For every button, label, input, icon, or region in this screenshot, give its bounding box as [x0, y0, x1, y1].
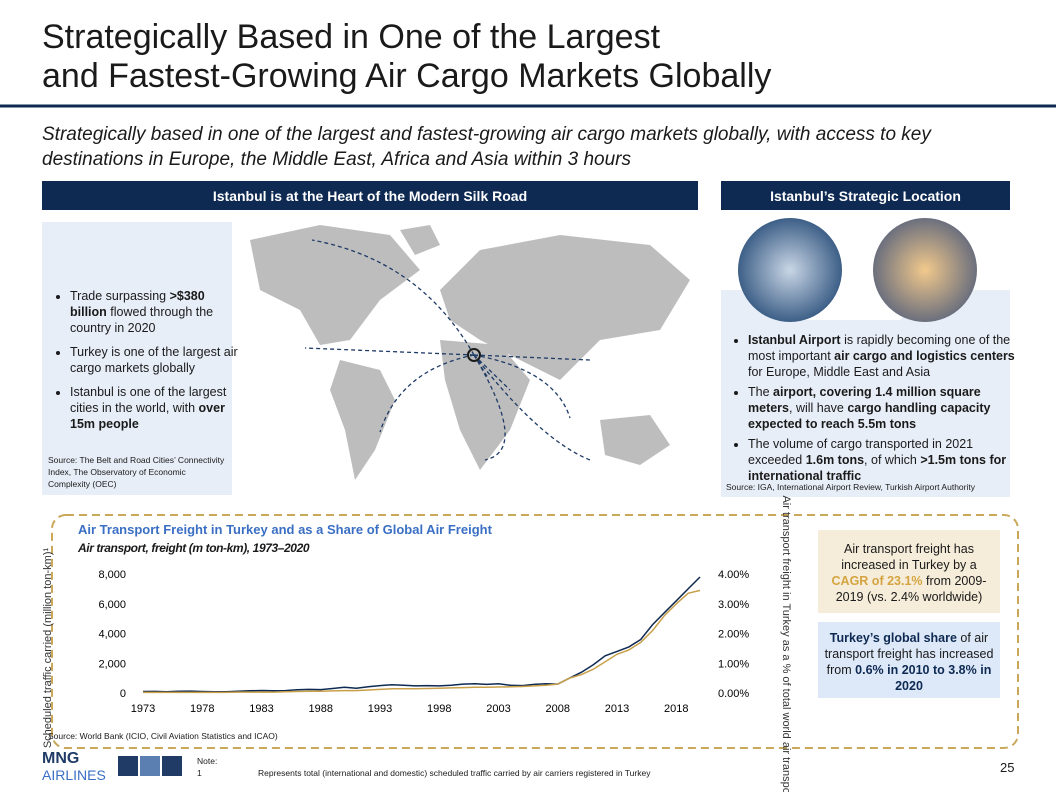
bullet: Istanbul is one of the largest cities in…	[70, 384, 242, 432]
bullet: The volume of cargo transported in 2021 …	[748, 436, 1020, 484]
text-run: over 15m people	[70, 401, 225, 431]
chart-frame	[51, 514, 1019, 749]
bullet: Turkey is one of the largest air cargo m…	[70, 344, 242, 376]
airport-photo	[873, 218, 977, 322]
y-tick-label: 0	[120, 688, 126, 700]
series-line	[142, 576, 701, 693]
bullet-list: Trade surpassing >$380 billion flowed th…	[52, 288, 242, 440]
y2-tick-label: 4.00%	[718, 569, 749, 581]
y2-tick-label: 1.00%	[718, 658, 749, 670]
y2-tick-label: 0.00%	[718, 688, 749, 700]
y2-tick-label: 3.00%	[718, 599, 749, 611]
bullet: Istanbul Airport is rapidly becoming one…	[748, 332, 1020, 380]
source: Source: IGA, International Airport Revie…	[726, 482, 975, 492]
text-run: flowed through the country in 2020	[70, 305, 214, 335]
text-run: of air transport freight has increased f…	[824, 631, 994, 677]
y-tick-label: 4,000	[98, 629, 126, 641]
page-number: 25	[1000, 760, 1015, 775]
text-run: CAGR of 23.1%	[831, 574, 923, 588]
y-tick-label: 8,000	[98, 569, 126, 581]
text-run: airport, covering 1.4 million square met…	[748, 385, 981, 415]
text-run: >$380 billion	[70, 289, 205, 319]
route-arrows	[304, 239, 591, 461]
callout: Air transport freight has increased in T…	[824, 541, 994, 605]
text-run: >1.5m tons for international traffic	[748, 453, 1007, 483]
bullet: The airport, covering 1.4 million square…	[748, 384, 1020, 432]
logo: MNG AIRLINES	[42, 750, 106, 783]
left-panel-bg	[42, 222, 232, 495]
logo-mark	[118, 756, 182, 776]
logo-text: MNG	[42, 750, 80, 767]
source: Source: The Belt and Road Cities’ Connec…	[48, 455, 225, 489]
text-run: is rapidly becoming one of the most impo…	[748, 333, 1011, 363]
text-run: Turkey is one of the largest air cargo m…	[70, 345, 238, 375]
x-tick-label: 1998	[427, 703, 451, 715]
text-run: air cargo and logistics centers	[834, 349, 1015, 363]
callout-bg	[818, 530, 1000, 613]
text-run: Trade surpassing	[70, 289, 170, 303]
text-run: Turkey’s global share	[829, 631, 957, 645]
title: Strategically Based in One of the Larges…	[42, 18, 771, 96]
world-map	[250, 225, 690, 480]
section-header: Istanbul is at the Heart of the Modern S…	[42, 181, 698, 210]
text-run: from 2009-2019 (vs. 2.4% worldwide)	[835, 574, 987, 604]
x-tick-label: 1993	[368, 703, 392, 715]
section-header: Istanbul’s Strategic Location	[721, 181, 1010, 210]
y2-axis-label: Air transport freight in Turkey as a % o…	[780, 495, 792, 792]
text-run: , of which	[864, 453, 921, 467]
y-tick-label: 6,000	[98, 599, 126, 611]
text-run: Air transport freight has increased in T…	[841, 542, 977, 572]
chart: 0 2,000 4,000 6,000 8,000 0.00% 1.00% 2.00% 3.00…	[98, 569, 749, 715]
title-line: Strategically Based in One of the Larges…	[42, 18, 661, 56]
text-run: for Europe, Middle East and Asia	[748, 365, 931, 379]
text-run: cargo handling capacity expected to reac…	[748, 401, 991, 431]
logo-text: AIRLINES	[42, 767, 106, 783]
y2-tick-label: 2.00%	[718, 629, 749, 641]
chart-subtitle: Air transport, freight (m ton-km), 1973–…	[78, 541, 310, 555]
istanbul-marker	[467, 348, 481, 362]
x-tick-label: 1983	[249, 703, 273, 715]
x-tick-label: 1973	[131, 703, 155, 715]
y-tick-label: 2,000	[98, 658, 126, 670]
note-label: Note:	[197, 756, 218, 766]
note-number: 1	[197, 768, 202, 778]
airport-photo	[738, 218, 842, 322]
text-run: 1.6m tons	[805, 453, 865, 467]
text-run: Istanbul Airport	[748, 333, 841, 347]
text-run: 0.6% in 2010 to 3.8% in 2020	[855, 663, 992, 693]
x-tick-label: 1978	[190, 703, 214, 715]
series-line	[143, 589, 701, 694]
y-axis-label: Scheduled traffic carried (million ton-k…	[42, 548, 54, 749]
x-tick-label: 1988	[309, 703, 333, 715]
text-run: Istanbul is one of the largest cities in…	[70, 385, 227, 415]
subtitle: Strategically based in one of the larges…	[42, 124, 931, 170]
x-tick-label: 2013	[605, 703, 629, 715]
callout: Turkey’s global share of air transport f…	[824, 630, 994, 694]
bullet: Trade surpassing >$380 billion flowed th…	[70, 288, 242, 336]
x-tick-label: 2003	[486, 703, 510, 715]
note-text: Represents total (international and dome…	[258, 768, 651, 778]
text-run: , will have	[789, 401, 848, 415]
right-panel-bg	[721, 290, 1010, 497]
x-tick-label: 2018	[664, 703, 688, 715]
bullet-list: Istanbul Airport is rapidly becoming one…	[730, 332, 1020, 488]
source: Source: World Bank (ICIO, Civil Aviation…	[48, 731, 278, 741]
text-run: The	[748, 385, 774, 399]
x-tick-label: 2008	[546, 703, 570, 715]
callout-bg	[818, 622, 1000, 698]
text-run: The volume of cargo transported in 2021 …	[748, 437, 974, 467]
title-line: and Fastest-Growing Air Cargo Markets Gl…	[42, 57, 772, 95]
chart-title: Air Transport Freight in Turkey and as a…	[78, 522, 492, 537]
